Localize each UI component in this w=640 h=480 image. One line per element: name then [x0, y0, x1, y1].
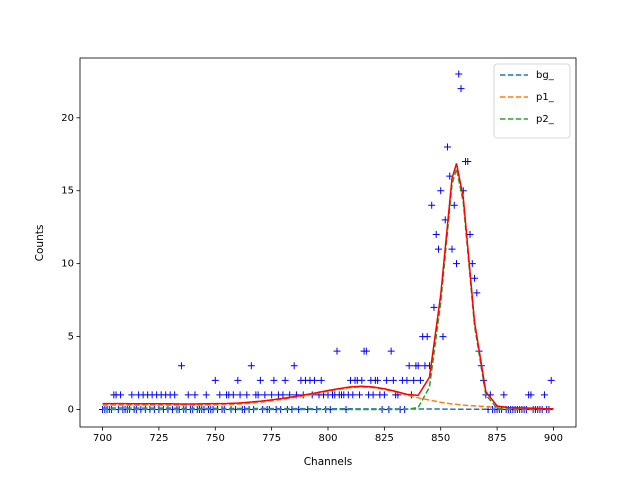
x-tick-label: 850 [431, 433, 450, 444]
data-point [261, 391, 269, 399]
data-point [448, 245, 456, 253]
x-tick-label: 750 [206, 433, 225, 444]
data-point [547, 376, 555, 384]
data-point [455, 70, 463, 78]
x-axis-label: Channels [304, 456, 353, 468]
y-tick-label: 5 [68, 332, 74, 343]
data-point [473, 289, 481, 297]
data-point [387, 347, 395, 355]
data-point [423, 333, 431, 341]
data-point [443, 143, 451, 151]
data-point [216, 391, 224, 399]
data-point [177, 362, 185, 370]
legend-label: bg_ [536, 70, 555, 81]
x-tick-label: 700 [93, 433, 112, 444]
data-point [374, 376, 382, 384]
data-point [333, 347, 341, 355]
data-point [236, 391, 244, 399]
data-point [457, 85, 465, 93]
data-point [202, 391, 210, 399]
data-point [450, 201, 458, 209]
data-point [243, 391, 251, 399]
data-point [317, 376, 325, 384]
y-tick-label: 15 [61, 186, 74, 197]
data-point [434, 245, 442, 253]
data-point [234, 376, 242, 384]
data-point [356, 391, 364, 399]
x-tick-label: 800 [318, 433, 337, 444]
data-point [466, 230, 474, 238]
data-point [184, 391, 192, 399]
data-point [437, 187, 445, 195]
y-tick-label: 0 [68, 404, 74, 415]
data-point [191, 391, 199, 399]
data-point [117, 391, 125, 399]
data-point [268, 391, 276, 399]
data-point [270, 376, 278, 384]
legend-label: p1_ [536, 92, 555, 103]
data-point [290, 362, 298, 370]
data-point [432, 230, 440, 238]
data-point [464, 158, 472, 166]
data-point [358, 376, 366, 384]
data-point [128, 391, 136, 399]
data-point [171, 391, 179, 399]
total-fit-line [102, 163, 554, 410]
data-point [453, 260, 461, 268]
data-point [416, 376, 424, 384]
x-tick-label: 725 [149, 433, 168, 444]
x-tick-label: 875 [488, 433, 507, 444]
data-point [540, 391, 548, 399]
y-tick-label: 10 [61, 259, 74, 270]
data-point [310, 376, 318, 384]
data-point [256, 376, 264, 384]
data-point [383, 376, 391, 384]
plot-frame [79, 57, 577, 428]
data-point [428, 201, 436, 209]
data-point [405, 362, 413, 370]
data-point [281, 376, 289, 384]
data-point [247, 362, 255, 370]
data-point [389, 376, 397, 384]
data-point [430, 303, 438, 311]
data-point [254, 391, 262, 399]
y-tick-label: 20 [61, 113, 74, 124]
data-point [403, 376, 411, 384]
x-tick-label: 825 [375, 433, 394, 444]
legend-label: p2_ [536, 114, 555, 125]
data-point [369, 391, 377, 399]
data-point [279, 391, 287, 399]
data-point [349, 391, 357, 399]
data-point [500, 391, 508, 399]
data-point [414, 362, 422, 370]
data-point [410, 376, 418, 384]
data-point [380, 391, 388, 399]
data-point [211, 376, 219, 384]
x-tick-label: 775 [262, 433, 281, 444]
data-point [229, 391, 237, 399]
y-axis-label: Counts [34, 225, 46, 262]
x-tick-label: 900 [544, 433, 563, 444]
data-point [362, 347, 370, 355]
data-point [527, 391, 535, 399]
data-point [439, 333, 447, 341]
data-point [471, 274, 479, 282]
